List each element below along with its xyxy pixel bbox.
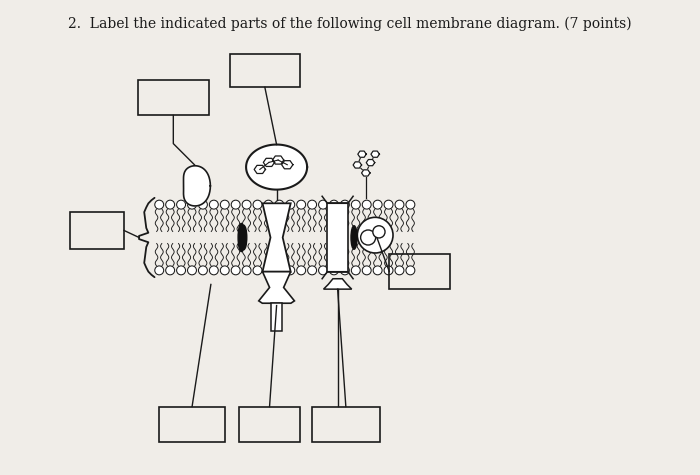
- Circle shape: [176, 200, 186, 209]
- Circle shape: [166, 266, 174, 275]
- Polygon shape: [358, 151, 366, 157]
- Circle shape: [231, 266, 240, 275]
- Circle shape: [406, 200, 415, 209]
- Polygon shape: [272, 156, 284, 164]
- Circle shape: [297, 200, 306, 209]
- Polygon shape: [281, 161, 293, 169]
- Circle shape: [199, 200, 207, 209]
- Circle shape: [330, 200, 338, 209]
- Circle shape: [384, 266, 393, 275]
- Circle shape: [275, 200, 284, 209]
- Circle shape: [373, 226, 385, 238]
- Circle shape: [307, 266, 316, 275]
- Circle shape: [395, 266, 404, 275]
- Ellipse shape: [241, 225, 247, 250]
- Circle shape: [155, 200, 164, 209]
- Polygon shape: [246, 144, 307, 190]
- Circle shape: [155, 266, 164, 275]
- Circle shape: [395, 200, 404, 209]
- Circle shape: [166, 200, 174, 209]
- Circle shape: [188, 200, 197, 209]
- Circle shape: [297, 266, 306, 275]
- Circle shape: [176, 266, 186, 275]
- Bar: [230, 55, 300, 87]
- Polygon shape: [271, 303, 282, 332]
- Bar: [312, 407, 380, 442]
- Circle shape: [209, 200, 218, 209]
- Polygon shape: [263, 158, 274, 166]
- Circle shape: [318, 200, 328, 209]
- Circle shape: [318, 266, 328, 275]
- Bar: [239, 407, 300, 442]
- Bar: [159, 407, 225, 442]
- Bar: [70, 212, 124, 249]
- Polygon shape: [328, 203, 348, 272]
- Circle shape: [242, 200, 251, 209]
- Circle shape: [220, 200, 229, 209]
- Circle shape: [351, 200, 360, 209]
- Circle shape: [307, 200, 316, 209]
- Polygon shape: [371, 151, 379, 157]
- Circle shape: [340, 266, 349, 275]
- Polygon shape: [259, 272, 295, 303]
- Circle shape: [264, 266, 273, 275]
- Circle shape: [351, 266, 360, 275]
- Circle shape: [286, 200, 295, 209]
- Circle shape: [199, 266, 207, 275]
- Ellipse shape: [238, 223, 245, 252]
- Circle shape: [373, 266, 382, 275]
- Circle shape: [286, 266, 295, 275]
- Circle shape: [209, 266, 218, 275]
- Circle shape: [340, 200, 349, 209]
- Circle shape: [384, 200, 393, 209]
- Circle shape: [253, 200, 262, 209]
- Bar: [138, 80, 209, 115]
- Circle shape: [188, 266, 197, 275]
- Circle shape: [264, 200, 273, 209]
- Polygon shape: [262, 203, 290, 272]
- Circle shape: [362, 200, 371, 209]
- Circle shape: [360, 230, 376, 245]
- Circle shape: [242, 266, 251, 275]
- Circle shape: [231, 200, 240, 209]
- Circle shape: [330, 266, 338, 275]
- Polygon shape: [323, 279, 351, 289]
- Ellipse shape: [351, 226, 357, 249]
- Polygon shape: [366, 160, 375, 166]
- Circle shape: [275, 266, 284, 275]
- Bar: [389, 254, 450, 289]
- Circle shape: [373, 200, 382, 209]
- Polygon shape: [183, 166, 211, 206]
- Polygon shape: [362, 170, 370, 176]
- Text: 2.  Label the indicated parts of the following cell membrane diagram. (7 points): 2. Label the indicated parts of the foll…: [68, 17, 631, 31]
- Circle shape: [362, 266, 371, 275]
- Polygon shape: [353, 162, 362, 168]
- Polygon shape: [254, 165, 265, 173]
- Circle shape: [220, 266, 229, 275]
- Circle shape: [253, 266, 262, 275]
- Circle shape: [357, 218, 393, 253]
- Circle shape: [406, 266, 415, 275]
